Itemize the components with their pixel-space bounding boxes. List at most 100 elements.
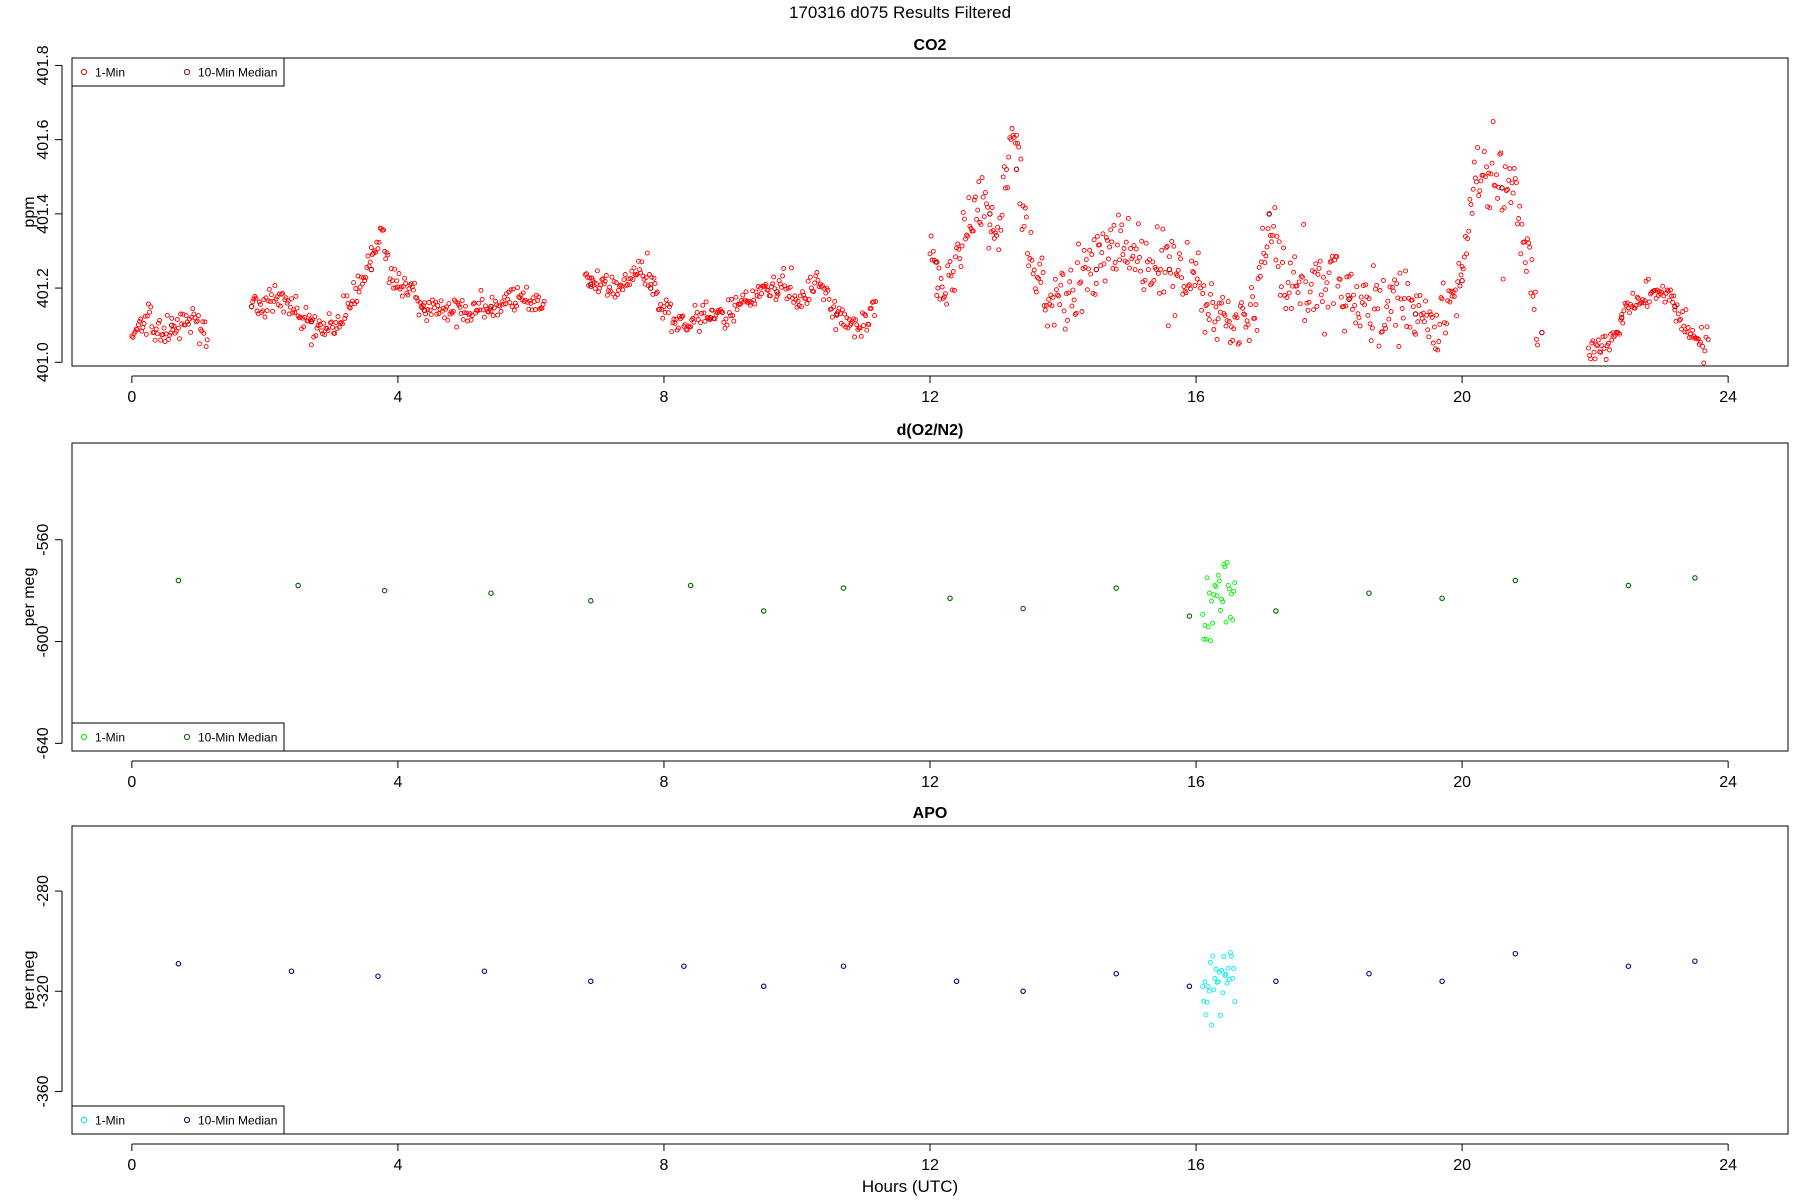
data-point-1min [1213,966,1219,972]
data-point-1min [815,277,821,283]
data-point-1min [1288,305,1294,311]
x-tick-label: 8 [660,389,669,406]
y-tick-label: 401.8 [35,45,52,85]
data-point-1min [1386,316,1392,322]
data-point-1min [1383,325,1389,331]
data-point-1min [1632,305,1638,311]
data-point-1min [392,266,398,272]
data-point-1min [1314,303,1320,309]
x-tick-label: 12 [921,1157,939,1174]
data-point-1min [994,232,999,238]
data-point-1min [710,307,716,313]
data-point-1min [597,285,603,291]
legend: 1-Min 10-Min Median [71,1105,285,1135]
data-point-1min [315,323,321,328]
data-point-1min [1014,132,1019,138]
data-point-1min [450,308,456,314]
data-point-1min [264,308,270,314]
data-point-1min [1192,283,1198,288]
data-point-1min [294,305,300,311]
data-point-1min [985,204,991,210]
data-point-1min [668,301,674,307]
data-point-median [1672,303,1678,310]
data-point-median [488,590,494,596]
x-tick-label: 20 [1453,389,1471,406]
data-point-1min [1521,239,1527,245]
data-point-1min [1245,322,1251,328]
data-point-1min [934,293,940,298]
data-point-1min [999,212,1005,218]
data-point-1min [1502,164,1508,170]
data-point-1min [1005,185,1011,191]
data-point-1min [1232,580,1238,586]
data-point-1min [1407,324,1413,330]
data-point-1min [1437,321,1443,327]
data-point-1min [1343,303,1349,309]
data-point-1min [174,317,180,322]
data-point-1min [1601,346,1607,352]
data-point-1min [1652,288,1658,293]
data-point-1min [1214,593,1220,599]
data-point-1min [607,284,613,290]
data-point-1min [1592,356,1598,362]
data-point-1min [714,310,720,316]
data-point-1min [626,276,631,282]
data-point-1min [1443,330,1448,336]
data-point-1min [1396,344,1402,349]
data-point-1min [536,294,542,300]
data-point-median [840,963,847,969]
data-point-1min [400,283,406,289]
data-point-1min [733,294,739,300]
data-point-1min [183,313,189,319]
data-point-1min [1052,276,1058,282]
data-point-1min [1512,176,1518,182]
data-point-1min [197,341,202,347]
data-point-1min [137,318,143,324]
data-point-1min [1495,195,1501,201]
data-point-1min [986,245,992,251]
data-point-1min [1258,259,1264,265]
data-point-1min [620,287,626,293]
data-point-1min [1459,264,1465,270]
data-point-1min [713,312,719,318]
data-point-1min [204,337,210,343]
data-point-1min [1118,228,1124,234]
data-point-1min [1252,315,1258,321]
legend-marker [183,733,191,741]
data-point-1min [1037,261,1043,267]
data-point-1min [1416,303,1422,308]
data-point-1min [1223,619,1229,625]
data-point-1min [358,274,364,280]
data-point-1min [256,299,262,305]
y-tick-label: -360 [35,1075,52,1107]
data-point-1min [1321,274,1326,280]
data-point-1min [1682,329,1688,335]
data-point-1min [469,313,475,318]
data-point-1min [1683,307,1689,313]
data-point-1min [1605,340,1611,346]
data-point-1min [1067,279,1073,285]
data-point-1min [335,314,341,319]
data-point-1min [312,314,318,320]
data-point-1min [325,328,331,333]
data-point-1min [1210,953,1216,959]
data-point-1min [200,319,206,325]
data-point-1min [1400,315,1406,321]
data-point-1min [998,227,1004,233]
data-point-1min [722,325,728,331]
data-point-1min [698,320,703,326]
data-point-1min [367,259,373,265]
data-point-1min [203,344,209,350]
data-point-1min [514,303,519,309]
data-point-1min [461,310,467,316]
data-point-1min [1099,250,1105,256]
data-point-1min [971,197,977,203]
data-point-1min [1697,339,1703,345]
data-point-1min [1040,270,1046,275]
data-point-1min [1438,295,1444,301]
y-axis: 401.0 401.2 401.4 401.6 401.8 ppm [21,45,63,382]
data-point-1min [466,312,472,318]
data-point-1min [1455,279,1461,285]
data-point-1min [1363,282,1369,288]
data-point-1min [1531,306,1537,312]
